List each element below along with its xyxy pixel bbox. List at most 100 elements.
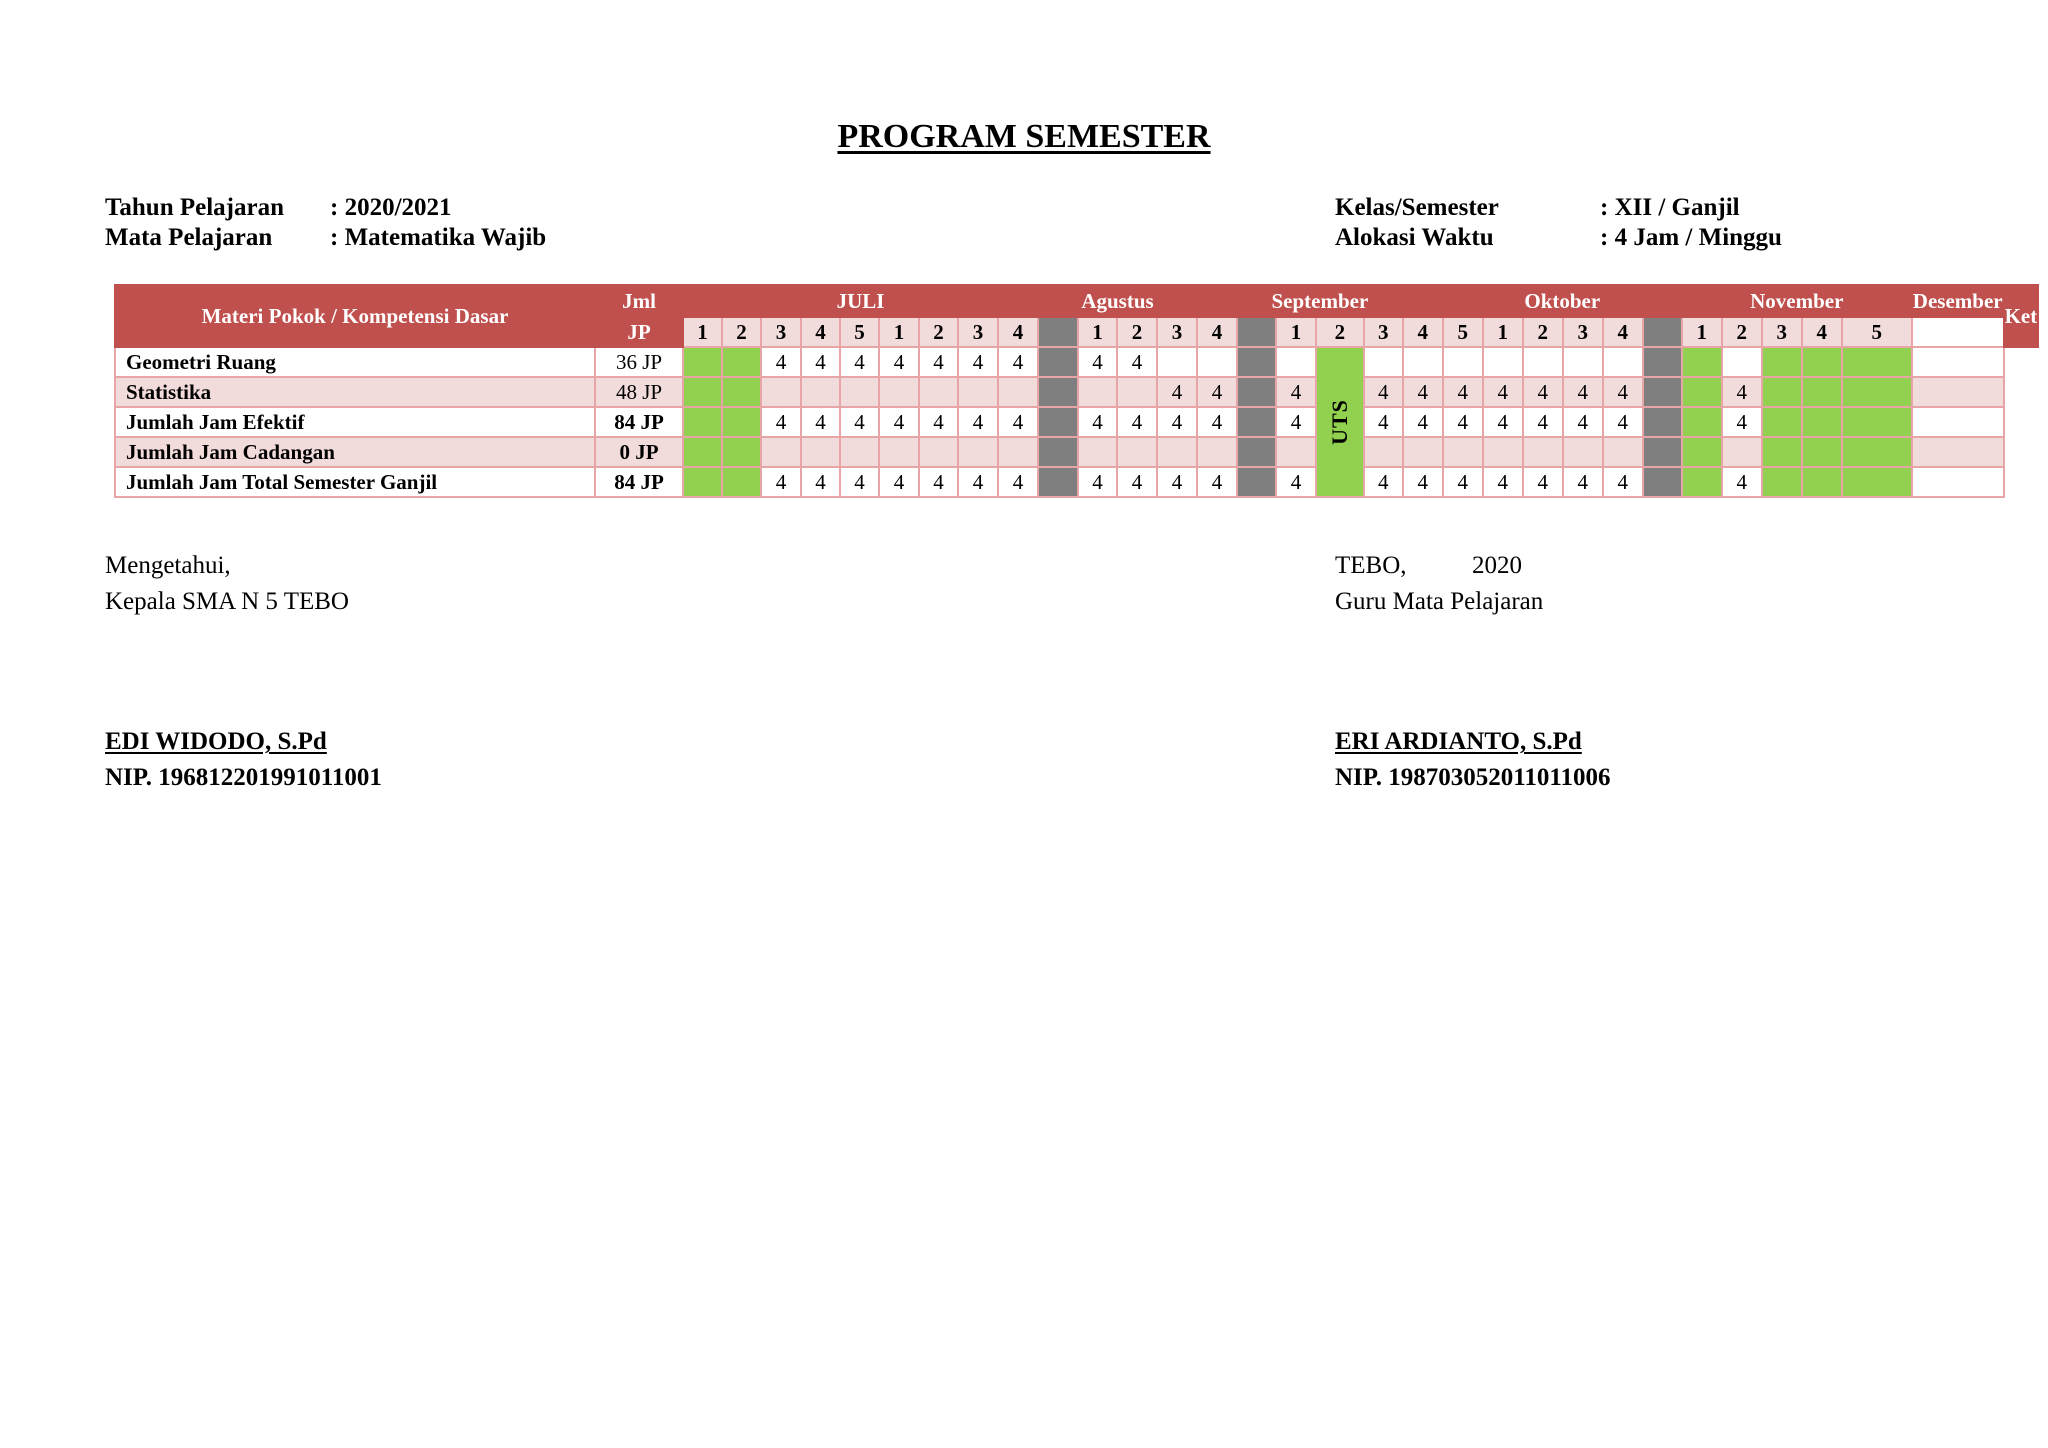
acknowledge-label: Mengetahui,	[105, 552, 231, 579]
header-materi: Materi Pokok / Kompetensi Dasar	[114, 284, 596, 348]
week-cell: 4	[957, 466, 999, 498]
week-cell: 4	[997, 346, 1039, 378]
week-cell	[1037, 376, 1079, 408]
header-week: 3	[760, 316, 802, 348]
meta-left: Tahun Pelajaran : 2020/2021 Mata Pelajar…	[105, 193, 546, 253]
week-cell	[1641, 436, 1683, 468]
teacher-name: ERI ARDIANTO, S.Pd	[1335, 728, 1582, 755]
header-week: 4	[1196, 316, 1238, 348]
week-cell: 4	[918, 466, 959, 498]
week-cell: 4	[1441, 406, 1484, 438]
principal-nip: NIP. 196812201991011001	[105, 764, 382, 791]
week-cell	[1481, 346, 1524, 378]
week-cell	[957, 436, 999, 468]
week-cell	[721, 346, 762, 378]
week-cell: 4	[957, 346, 999, 378]
week-cell: 4	[1561, 466, 1604, 498]
week-cell	[1561, 346, 1604, 378]
week-cell: 4	[1401, 466, 1444, 498]
row-jp: 0 JP	[594, 436, 684, 468]
header-week: 1	[1680, 316, 1723, 348]
week-cell: 4	[1401, 376, 1444, 408]
header-ket: Ket	[2002, 284, 2040, 348]
week-cell: 4	[1481, 466, 1524, 498]
week-cell: 4	[1275, 406, 1317, 438]
week-cell	[682, 346, 723, 378]
header-week: 1	[1481, 316, 1524, 348]
week-cell	[1236, 376, 1277, 408]
week-cell	[1840, 346, 1913, 378]
week-cell: 4	[1601, 466, 1644, 498]
week-cell	[682, 406, 723, 438]
week-cell: 4	[760, 406, 802, 438]
week-cell	[1077, 436, 1118, 468]
week-cell: 4	[760, 346, 802, 378]
week-cell	[1441, 436, 1484, 468]
row-jp: 84 JP	[594, 466, 684, 498]
week-cell	[997, 436, 1039, 468]
week-cell	[682, 376, 723, 408]
meta-label: Mata Pelajaran	[105, 224, 273, 251]
week-cell: 4	[839, 406, 880, 438]
header-week: 4	[1401, 316, 1444, 348]
week-cell	[1037, 436, 1079, 468]
week-cell	[1680, 466, 1723, 498]
week-cell	[1641, 406, 1683, 438]
week-cell	[1680, 376, 1723, 408]
header-month: September	[1196, 284, 1444, 318]
header-jp: JP	[594, 316, 684, 348]
week-cell	[1680, 346, 1723, 378]
row-materi: Jumlah Jam Cadangan	[114, 436, 596, 468]
row-ket	[1910, 466, 2005, 498]
week-cell	[760, 436, 802, 468]
week-cell	[1800, 466, 1843, 498]
week-cell	[1601, 436, 1644, 468]
header-month: Agustus	[1037, 284, 1198, 318]
week-cell	[800, 376, 841, 408]
week-cell	[1037, 346, 1079, 378]
week-cell	[1561, 436, 1604, 468]
row-jp: 84 JP	[594, 406, 684, 438]
week-cell: 4	[1521, 376, 1564, 408]
week-cell: 4	[878, 466, 920, 498]
row-jp: 48 JP	[594, 376, 684, 408]
week-cell: 4	[1720, 466, 1763, 498]
header-week: 3	[1362, 316, 1404, 348]
week-cell	[957, 376, 999, 408]
week-cell: 4	[1441, 466, 1484, 498]
row-materi: Geometri Ruang	[114, 346, 596, 378]
header-week: 2	[918, 316, 959, 348]
week-cell: 4	[800, 406, 841, 438]
header-month: JULI	[682, 284, 1039, 318]
week-cell	[1641, 376, 1683, 408]
table-row: Jumlah Jam Cadangan 0 JP	[114, 436, 2038, 468]
week-cell: 4	[1275, 376, 1317, 408]
week-cell	[1236, 436, 1277, 468]
week-cell	[760, 376, 802, 408]
week-cell	[1840, 406, 1913, 438]
week-cell	[721, 436, 762, 468]
week-cell	[1236, 466, 1277, 498]
week-cell: 4	[1481, 376, 1524, 408]
header-month: Oktober	[1441, 284, 1683, 318]
header-week	[1641, 316, 1683, 348]
table-row: Jumlah Jam Total Semester Ganjil 84 JP 4 4 4…	[114, 466, 2038, 498]
header-week: 1	[878, 316, 920, 348]
week-cell	[878, 436, 920, 468]
week-cell: 4	[1116, 346, 1158, 378]
week-cell	[1641, 466, 1683, 498]
header-week: 3	[1156, 316, 1198, 348]
week-cell: 4	[1116, 466, 1158, 498]
header-week: 2	[1720, 316, 1763, 348]
header-week: 5	[839, 316, 880, 348]
header-week: 2	[1116, 316, 1158, 348]
week-cell	[1401, 346, 1444, 378]
week-cell: 4	[918, 346, 959, 378]
week-cell	[1362, 436, 1404, 468]
week-cell: 4	[997, 406, 1039, 438]
meta-value: : 4 Jam / Minggu	[1600, 224, 1782, 251]
meta-label: Kelas/Semester	[1335, 194, 1499, 221]
week-cell	[1840, 376, 1913, 408]
header-week	[1236, 316, 1277, 348]
week-cell: 4	[839, 466, 880, 498]
